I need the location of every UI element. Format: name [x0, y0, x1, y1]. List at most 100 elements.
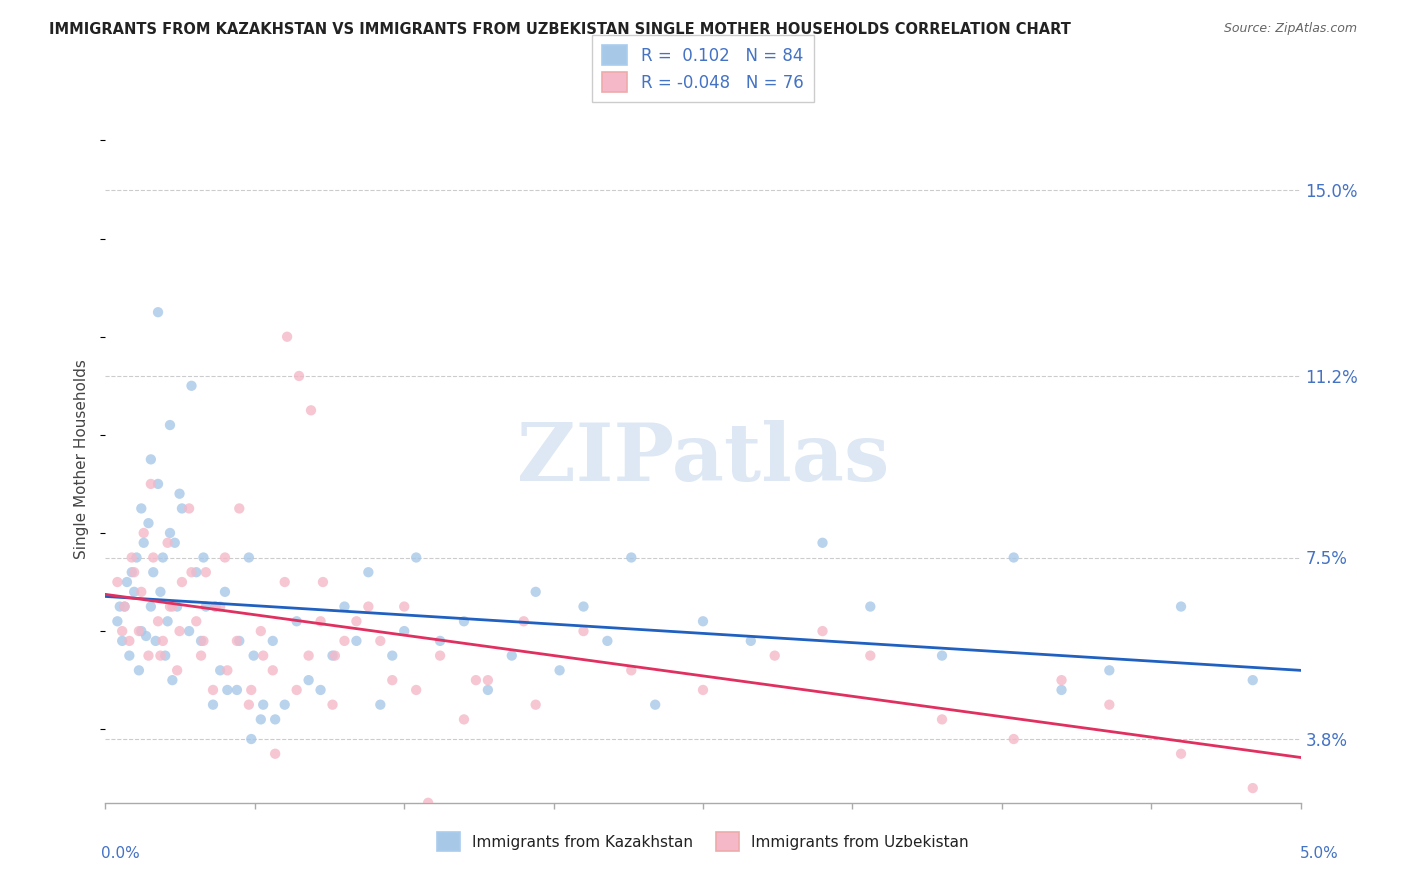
Point [209, 599, 232, 614]
Point [202, 698, 225, 712]
Point [453, 614, 475, 628]
Point [162, 673, 184, 687]
Point [273, 698, 295, 712]
Point [128, 624, 150, 639]
Point [1170, 747, 1192, 761]
Point [190, 633, 212, 648]
Point [620, 664, 643, 678]
Point [252, 648, 274, 663]
Point [146, 305, 169, 319]
Point [145, 633, 167, 648]
Point [276, 330, 298, 344]
Point [156, 535, 179, 549]
Point [204, 599, 226, 614]
Point [299, 403, 322, 417]
Point [177, 624, 200, 639]
Point [333, 633, 356, 648]
Text: 5.0%: 5.0% [1299, 846, 1339, 861]
Point [763, 648, 786, 663]
Point [138, 648, 160, 663]
Point [190, 648, 212, 663]
Point [859, 648, 882, 663]
Point [405, 550, 427, 565]
Point [273, 574, 295, 589]
Point [392, 599, 416, 614]
Point [115, 574, 138, 589]
Point [288, 369, 311, 384]
Point [139, 599, 162, 614]
Point [501, 648, 523, 663]
Point [1002, 550, 1025, 565]
Point [357, 566, 380, 580]
Point [1170, 599, 1192, 614]
Point [464, 673, 488, 687]
Point [166, 664, 188, 678]
Point [262, 633, 284, 648]
Point [596, 633, 619, 648]
Point [114, 599, 136, 614]
Text: 0.0%: 0.0% [101, 846, 141, 861]
Point [202, 683, 225, 698]
Point [250, 712, 273, 726]
Point [297, 648, 319, 663]
Point [108, 599, 131, 614]
Point [159, 526, 181, 541]
Point [166, 599, 188, 614]
Text: IMMIGRANTS FROM KAZAKHSTAN VS IMMIGRANTS FROM UZBEKISTAN SINGLE MOTHER HOUSEHOLD: IMMIGRANTS FROM KAZAKHSTAN VS IMMIGRANTS… [49, 22, 1071, 37]
Point [107, 614, 129, 628]
Point [238, 698, 260, 712]
Point [740, 633, 762, 648]
Point [811, 624, 834, 639]
Point [142, 550, 165, 565]
Point [1098, 698, 1121, 712]
Point [214, 585, 236, 599]
Point [186, 566, 208, 580]
Point [240, 683, 263, 698]
Point [193, 550, 215, 565]
Point [118, 648, 141, 663]
Point [238, 550, 260, 565]
Point [217, 664, 239, 678]
Point [142, 566, 165, 580]
Point [429, 648, 451, 663]
Point [692, 683, 714, 698]
Point [170, 574, 193, 589]
Point [159, 417, 181, 433]
Point [240, 731, 263, 746]
Point [477, 673, 499, 687]
Point [186, 614, 208, 628]
Point [193, 633, 215, 648]
Point [405, 683, 427, 698]
Point [381, 648, 404, 663]
Point [321, 648, 343, 663]
Point [262, 664, 284, 678]
Text: ZIPatlas: ZIPatlas [517, 420, 889, 499]
Point [146, 614, 169, 628]
Point [170, 501, 193, 516]
Point [346, 633, 368, 648]
Point [132, 526, 155, 541]
Point [111, 624, 134, 639]
Point [159, 599, 181, 614]
Point [132, 535, 155, 549]
Point [572, 624, 595, 639]
Point [692, 614, 714, 628]
Point [149, 648, 172, 663]
Point [524, 698, 547, 712]
Point [156, 614, 179, 628]
Y-axis label: Single Mother Households: Single Mother Households [75, 359, 90, 559]
Point [135, 629, 157, 643]
Point [368, 698, 391, 712]
Point [169, 487, 191, 501]
Point [323, 648, 346, 663]
Point [250, 624, 273, 639]
Point [346, 614, 368, 628]
Point [524, 585, 547, 599]
Point [1098, 664, 1121, 678]
Point [429, 633, 451, 648]
Point [129, 624, 153, 639]
Point [242, 648, 264, 663]
Point [381, 673, 404, 687]
Point [138, 516, 160, 530]
Point [122, 585, 145, 599]
